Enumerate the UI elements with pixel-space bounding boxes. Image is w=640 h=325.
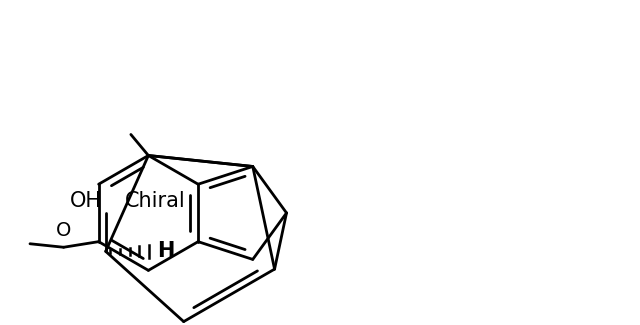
Text: O: O bbox=[56, 221, 71, 240]
Text: H: H bbox=[157, 241, 175, 261]
Text: Chiral: Chiral bbox=[125, 191, 186, 211]
Text: OH: OH bbox=[70, 191, 102, 211]
